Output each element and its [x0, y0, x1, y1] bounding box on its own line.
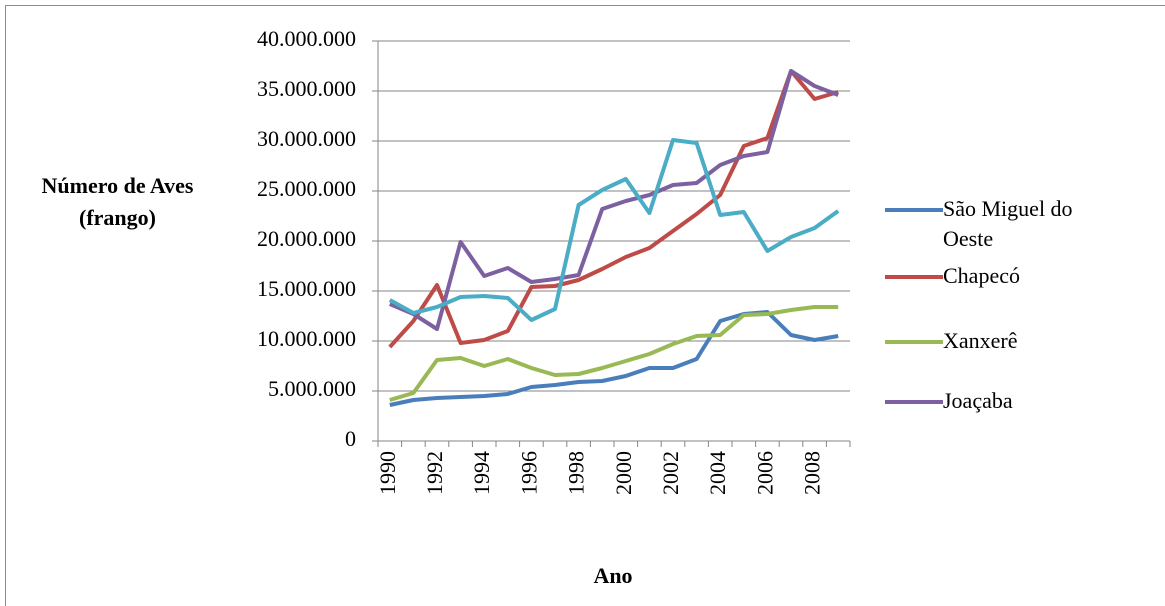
legend-item: Joaçaba — [885, 382, 1135, 422]
legend-label: São Miguel do Oeste — [943, 196, 1073, 251]
chart-border — [5, 5, 1165, 606]
legend-item: Chapecó — [885, 257, 1135, 297]
series-line — [388, 69, 839, 349]
x-tick-label: 1992 — [422, 451, 447, 495]
y-tick-label: 20.000.000 — [257, 226, 356, 251]
x-tick-label: 2002 — [658, 451, 683, 495]
x-tick-label: 1994 — [469, 451, 494, 495]
y-tick-label: 35.000.000 — [257, 76, 356, 101]
y-tick-label: 15.000.000 — [257, 276, 356, 301]
y-tick-label: 40.000.000 — [257, 26, 356, 51]
legend-item: Xanxerê — [885, 322, 1135, 362]
legend-swatch — [885, 275, 943, 279]
x-tick-label: 2008 — [800, 451, 825, 495]
y-axis-title: Número de Aves (frango) — [41, 173, 194, 230]
legend-label: Xanxerê — [943, 328, 1018, 353]
x-tick-label: 2004 — [705, 451, 730, 495]
x-tick-label: 2000 — [611, 451, 636, 495]
legend-label: Joaçaba — [943, 388, 1013, 413]
x-tick-label: 2006 — [752, 451, 777, 495]
legend-swatch — [885, 208, 943, 212]
series-line — [389, 305, 839, 402]
grid — [378, 40, 850, 442]
series-line — [388, 138, 840, 322]
y-tick-label: 10.000.000 — [257, 326, 356, 351]
y-tick-label: 0 — [345, 426, 356, 451]
legend-item: São Miguel do Oeste — [885, 190, 1135, 251]
legend-label: Chapecó — [943, 263, 1020, 288]
legend-swatch — [885, 340, 943, 344]
y-tick-label: 25.000.000 — [257, 176, 356, 201]
x-tick-label: 1998 — [564, 451, 589, 495]
lines — [388, 69, 840, 407]
axes: 0 5.000.000 10.000.000 15.000.000 20.000.000… — [257, 26, 851, 495]
legend-swatch — [885, 400, 943, 404]
x-tick-label: 1996 — [516, 451, 541, 495]
series-line — [389, 69, 839, 331]
x-tick-label: 1990 — [375, 451, 400, 495]
y-tick-label: 5.000.000 — [268, 376, 356, 401]
x-axis-title: Ano — [593, 563, 633, 588]
y-tick-label: 30.000.000 — [257, 126, 356, 151]
